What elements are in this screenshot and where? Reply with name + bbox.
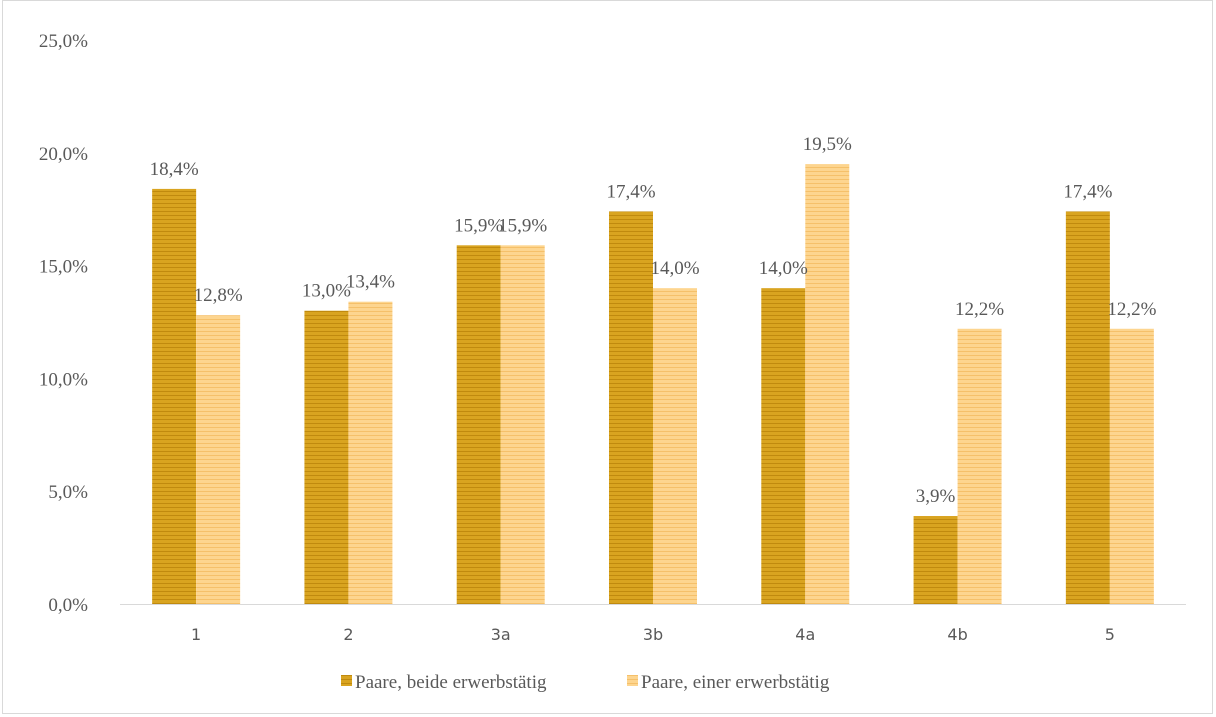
y-tick-label: 20,0%	[39, 144, 88, 165]
data-label: 19,5%	[803, 134, 852, 155]
legend-swatch	[341, 675, 352, 686]
data-label: 18,4%	[150, 159, 199, 180]
bar-einer-3a	[500, 245, 545, 604]
data-label: 13,4%	[346, 272, 395, 293]
data-labels-group: 18,4% 12,8% 13,0%13,4% 15,9%15,9% 17,4% 14,0%…	[150, 134, 1157, 507]
bars-group	[152, 164, 1154, 604]
bar-beide-2	[304, 310, 349, 604]
x-tick-label: 2	[343, 625, 353, 644]
y-tick-label: 15,0%	[39, 257, 88, 278]
x-tick-label: 1	[191, 625, 201, 644]
bar-einer-1	[196, 315, 241, 604]
bar-beide-4b	[913, 516, 958, 604]
bar-beide-3b	[609, 211, 653, 604]
bar-beide-4a	[761, 288, 806, 604]
legend-swatch	[627, 675, 638, 686]
data-label: 13,0%	[302, 281, 351, 302]
bar-beide-5	[1065, 211, 1110, 604]
bar-beide-1	[152, 188, 197, 604]
legend-label: Paare, beide erwerbstätig	[355, 672, 547, 693]
bar-einer-2	[348, 301, 393, 604]
y-tick-label: 25,0%	[39, 31, 88, 52]
bar-einer-4a	[805, 164, 850, 604]
bar-einer-5	[1109, 328, 1154, 604]
y-axis: 0,0% 5,0% 10,0% 15,0% 20,0% 25,0%	[39, 31, 88, 616]
y-tick-label: 0,0%	[48, 595, 88, 616]
x-axis: 1 2 3a 3b 4a 4b 5	[120, 604, 1186, 644]
legend-label: Paare, einer erwerbstätig	[641, 672, 830, 693]
x-tick-label: 4b	[947, 625, 967, 644]
data-label: 12,2%	[955, 299, 1004, 320]
bar-einer-3b	[653, 288, 697, 604]
legend: Paare, beide erwerbstätig Paare, einer er…	[341, 672, 830, 693]
data-label: 14,0%	[650, 258, 699, 279]
data-label: 17,4%	[1063, 181, 1112, 202]
data-label: 17,4%	[606, 181, 655, 202]
x-tick-label: 4a	[795, 625, 815, 644]
data-label: 15,9%	[498, 215, 547, 236]
data-label: 14,0%	[759, 258, 808, 279]
x-tick-label: 3a	[491, 625, 511, 644]
data-label: 3,9%	[916, 486, 956, 507]
y-tick-label: 5,0%	[48, 482, 88, 503]
x-tick-label: 3b	[643, 625, 663, 644]
data-label: 15,9%	[454, 215, 503, 236]
x-tick-label: 5	[1105, 625, 1115, 644]
bar-beide-3a	[456, 245, 501, 604]
data-label: 12,2%	[1107, 299, 1156, 320]
bar-einer-4b	[957, 328, 1002, 604]
y-tick-label: 10,0%	[39, 369, 88, 390]
data-label: 12,8%	[194, 285, 243, 306]
